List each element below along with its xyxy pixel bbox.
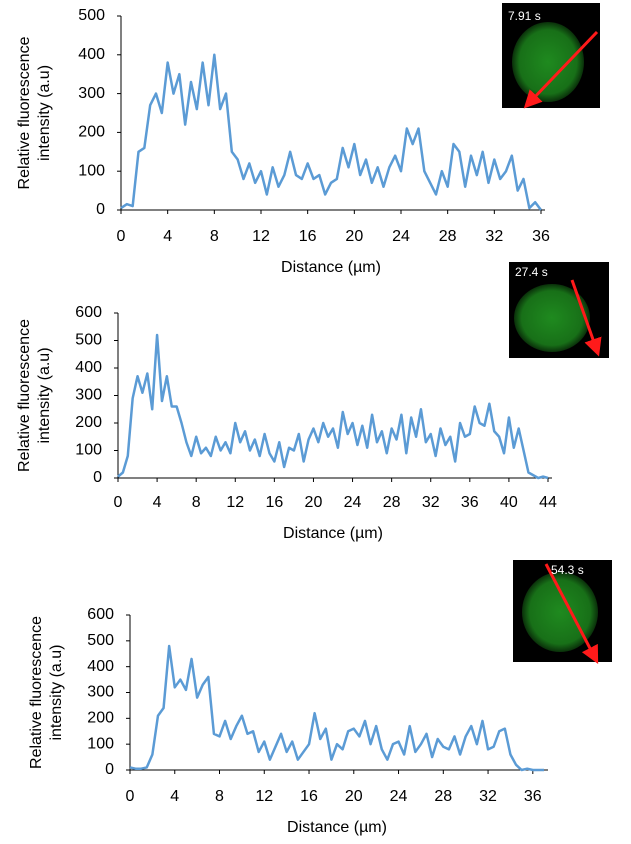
inset-image: 7.91 s [502, 3, 600, 109]
x-tick-label: 32 [485, 228, 503, 245]
x-tick-label: 16 [265, 494, 283, 511]
x-tick-label: 8 [210, 228, 219, 245]
x-tick-label: 28 [434, 788, 452, 805]
y-axis-label: intensity (a.u) [48, 644, 65, 740]
y-tick-label: 500 [75, 332, 102, 349]
y-tick-label: 300 [75, 387, 102, 404]
x-axis-label: Distance (µm) [287, 819, 387, 836]
x-tick-label: 12 [252, 228, 270, 245]
x-tick-label: 20 [345, 228, 363, 245]
y-tick-label: 100 [78, 162, 105, 179]
x-tick-label: 36 [461, 494, 479, 511]
x-tick-label: 32 [422, 494, 440, 511]
y-axis-label: Relative fluorescence [16, 319, 33, 472]
x-tick-label: 28 [439, 228, 457, 245]
y-axis-label: intensity (a.u) [36, 65, 53, 161]
x-tick-label: 12 [226, 494, 244, 511]
y-tick-label: 500 [87, 632, 114, 649]
x-tick-label: 36 [524, 788, 542, 805]
y-tick-label: 400 [75, 359, 102, 376]
y-axis-label: Relative fluorescence [28, 616, 45, 769]
inset-image: 54.3 s [513, 560, 612, 664]
y-tick-label: 300 [87, 684, 114, 701]
x-tick-label: 36 [532, 228, 550, 245]
inset-image: 27.4 s [509, 262, 609, 358]
y-tick-label: 400 [78, 46, 105, 63]
x-tick-label: 4 [163, 228, 172, 245]
x-tick-label: 44 [539, 494, 557, 511]
y-tick-label: 200 [75, 414, 102, 431]
data-line [117, 333, 549, 480]
inset-label: 54.3 s [551, 563, 584, 577]
y-tick-label: 300 [78, 85, 105, 102]
x-tick-label: 4 [153, 494, 162, 511]
y-tick-label: 100 [75, 442, 102, 459]
x-tick-label: 0 [126, 788, 135, 805]
x-tick-label: 24 [344, 494, 362, 511]
x-tick-label: 8 [192, 494, 201, 511]
y-axis-label: intensity (a.u) [36, 347, 53, 443]
y-tick-label: 200 [87, 710, 114, 727]
y-tick-label: 400 [87, 658, 114, 675]
x-axis-label: Distance (µm) [283, 525, 383, 542]
x-tick-label: 4 [170, 788, 179, 805]
inset-label: 27.4 s [515, 265, 548, 279]
data-line [129, 644, 544, 772]
y-tick-label: 0 [96, 201, 105, 218]
x-tick-label: 0 [114, 494, 123, 511]
data-line [120, 53, 542, 211]
x-tick-label: 8 [215, 788, 224, 805]
x-tick-label: 16 [299, 228, 317, 245]
x-tick-label: 20 [345, 788, 363, 805]
y-axis-label: Relative fluorescence [16, 36, 33, 189]
inset-label: 7.91 s [508, 9, 541, 23]
x-tick-label: 20 [305, 494, 323, 511]
y-tick-label: 0 [93, 469, 102, 486]
y-tick-label: 200 [78, 124, 105, 141]
y-tick-label: 100 [87, 735, 114, 752]
x-tick-label: 24 [392, 228, 410, 245]
y-tick-label: 500 [78, 7, 105, 24]
x-axis-label: Distance (µm) [281, 259, 381, 276]
x-tick-label: 40 [500, 494, 518, 511]
x-tick-label: 28 [383, 494, 401, 511]
y-tick-label: 0 [105, 761, 114, 778]
x-tick-label: 16 [300, 788, 318, 805]
y-tick-label: 600 [87, 606, 114, 623]
x-tick-label: 12 [255, 788, 273, 805]
x-tick-label: 32 [479, 788, 497, 805]
x-tick-label: 0 [117, 228, 126, 245]
x-tick-label: 24 [390, 788, 408, 805]
y-tick-label: 600 [75, 304, 102, 321]
